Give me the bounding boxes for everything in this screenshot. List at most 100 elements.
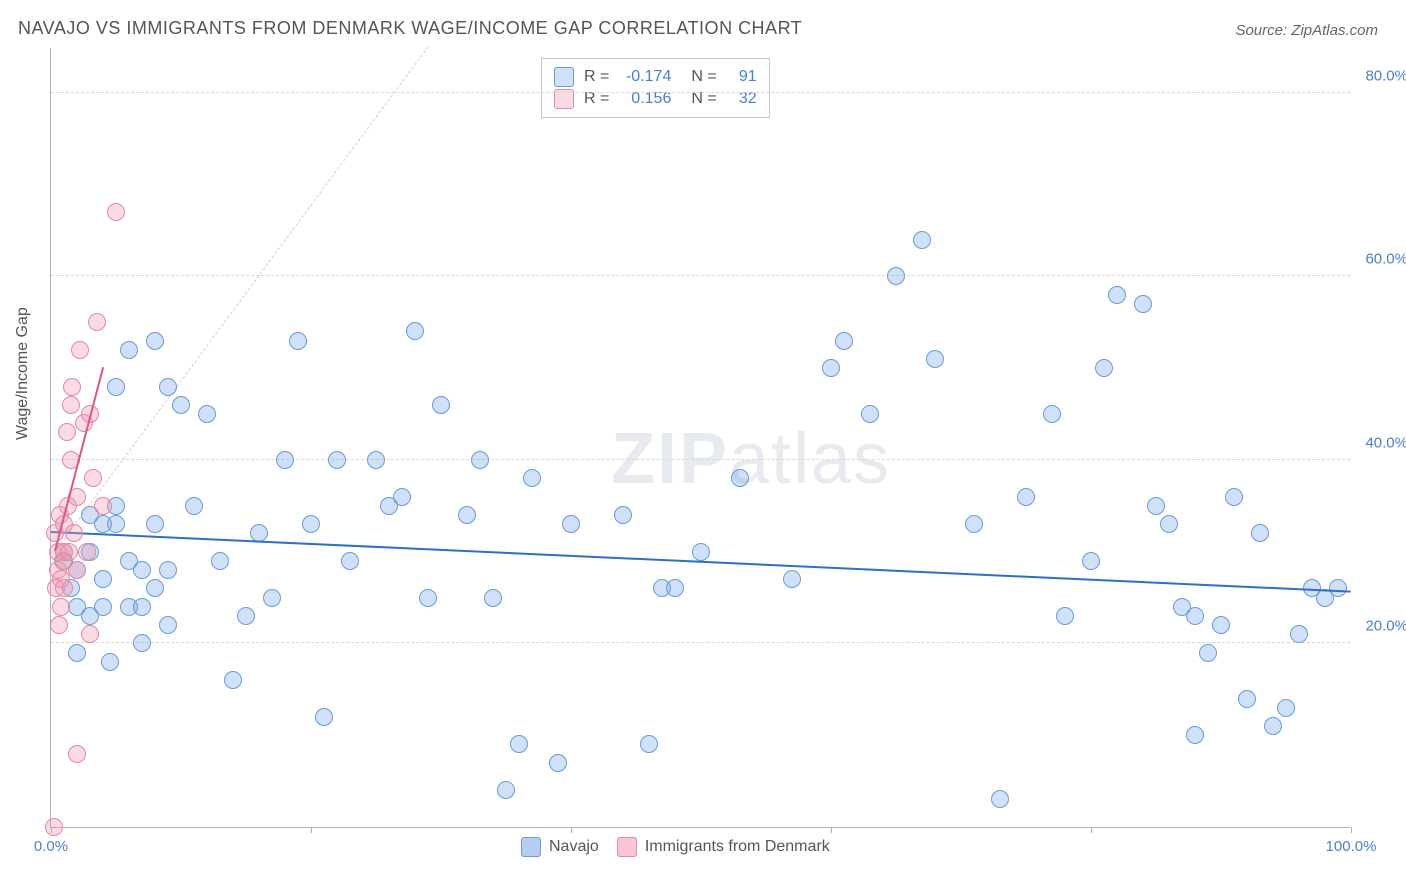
data-point	[133, 561, 151, 579]
data-point	[1134, 295, 1152, 313]
data-point	[562, 515, 580, 533]
series-swatch	[554, 67, 574, 87]
legend-item: Navajo	[521, 837, 599, 857]
data-point	[133, 634, 151, 652]
data-point	[107, 203, 125, 221]
scatter-plot: ZIPatlas R =-0.174N =91R =0.156N =32 Nav…	[50, 48, 1350, 828]
data-point	[1277, 699, 1295, 717]
data-point	[965, 515, 983, 533]
data-point	[120, 341, 138, 359]
data-point	[94, 570, 112, 588]
legend-swatch	[521, 837, 541, 857]
legend-item: Immigrants from Denmark	[617, 837, 830, 857]
data-point	[549, 754, 567, 772]
data-point	[1329, 579, 1347, 597]
data-point	[159, 378, 177, 396]
chart-title: NAVAJO VS IMMIGRANTS FROM DENMARK WAGE/I…	[18, 18, 802, 39]
data-point	[146, 515, 164, 533]
data-point	[991, 790, 1009, 808]
data-point	[315, 708, 333, 726]
data-point	[1212, 616, 1230, 634]
data-point	[263, 589, 281, 607]
data-point	[211, 552, 229, 570]
data-point	[614, 506, 632, 524]
data-point	[107, 515, 125, 533]
data-point	[1251, 524, 1269, 542]
data-point	[50, 616, 68, 634]
data-point	[926, 350, 944, 368]
data-point	[172, 396, 190, 414]
data-point	[107, 378, 125, 396]
data-point	[159, 616, 177, 634]
data-point	[224, 671, 242, 689]
data-point	[1043, 405, 1061, 423]
data-point	[159, 561, 177, 579]
data-point	[640, 735, 658, 753]
gridline	[51, 459, 1350, 460]
y-tick-label: 60.0%	[1365, 251, 1406, 268]
data-point	[1186, 607, 1204, 625]
data-point	[45, 818, 63, 836]
data-point	[302, 515, 320, 533]
data-point	[68, 745, 86, 763]
data-point	[1238, 690, 1256, 708]
x-tick	[571, 827, 572, 833]
gridline	[51, 92, 1350, 93]
data-point	[58, 423, 76, 441]
data-point	[146, 579, 164, 597]
x-tick-label: 0.0%	[34, 838, 68, 855]
data-point	[432, 396, 450, 414]
data-point	[289, 332, 307, 350]
data-point	[1082, 552, 1100, 570]
data-point	[1199, 644, 1217, 662]
data-point	[68, 561, 86, 579]
data-point	[861, 405, 879, 423]
data-point	[341, 552, 359, 570]
legend-swatch	[617, 837, 637, 857]
data-point	[68, 644, 86, 662]
data-point	[484, 589, 502, 607]
data-point	[198, 405, 216, 423]
data-point	[1225, 488, 1243, 506]
data-point	[367, 451, 385, 469]
data-point	[393, 488, 411, 506]
stats-row: R =-0.174N =91	[554, 67, 757, 87]
data-point	[458, 506, 476, 524]
correlation-stats-box: R =-0.174N =91R =0.156N =32	[541, 58, 770, 118]
y-tick-label: 40.0%	[1365, 434, 1406, 451]
source-label: Source: ZipAtlas.com	[1235, 22, 1378, 39]
data-point	[1290, 625, 1308, 643]
x-tick-label: 100.0%	[1326, 838, 1377, 855]
data-point	[913, 231, 931, 249]
data-point	[1186, 726, 1204, 744]
data-point	[88, 313, 106, 331]
data-point	[101, 653, 119, 671]
data-point	[1160, 515, 1178, 533]
data-point	[55, 579, 73, 597]
data-point	[419, 589, 437, 607]
data-point	[510, 735, 528, 753]
data-point	[1147, 497, 1165, 515]
data-point	[887, 267, 905, 285]
r-label: R =	[584, 68, 609, 86]
data-point	[1017, 488, 1035, 506]
data-point	[692, 543, 710, 561]
data-point	[63, 378, 81, 396]
data-point	[1095, 359, 1113, 377]
data-point	[52, 598, 70, 616]
data-point	[146, 332, 164, 350]
n-label: N =	[691, 68, 716, 86]
data-point	[78, 543, 96, 561]
data-point	[1108, 286, 1126, 304]
legend-label: Navajo	[549, 838, 599, 856]
data-point	[185, 497, 203, 515]
y-axis-label: Wage/Income Gap	[14, 307, 32, 440]
data-point	[783, 570, 801, 588]
y-tick-label: 80.0%	[1365, 67, 1406, 84]
legend: Navajo Immigrants from Denmark	[521, 837, 830, 857]
r-value: -0.174	[619, 68, 671, 86]
data-point	[81, 625, 99, 643]
data-point	[731, 469, 749, 487]
data-point	[1264, 717, 1282, 735]
data-point	[62, 396, 80, 414]
